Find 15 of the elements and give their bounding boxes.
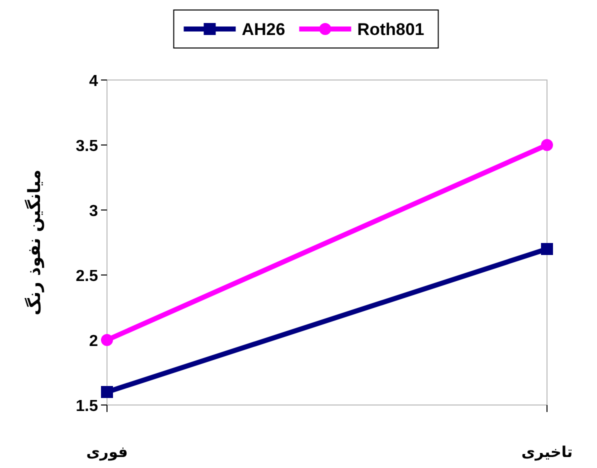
- y-tick-label: 4: [89, 73, 98, 90]
- y-axis-title: میانگین نفوذ رنگ: [24, 170, 45, 316]
- x-tick-label: فوری: [86, 443, 128, 461]
- point: [541, 243, 553, 255]
- legend-label: Roth801: [357, 20, 424, 39]
- y-tick-label: 3.5: [76, 138, 98, 155]
- point: [541, 139, 553, 151]
- y-tick-label: 3: [89, 203, 98, 220]
- y-tick-label: 2.5: [76, 268, 98, 285]
- point: [101, 386, 113, 398]
- y-tick-label: 1.5: [76, 398, 98, 415]
- y-tick-label: 2: [89, 333, 98, 350]
- point: [101, 334, 113, 346]
- x-tick-label: تاخیری: [521, 443, 573, 461]
- legend-label: AH26: [242, 20, 286, 39]
